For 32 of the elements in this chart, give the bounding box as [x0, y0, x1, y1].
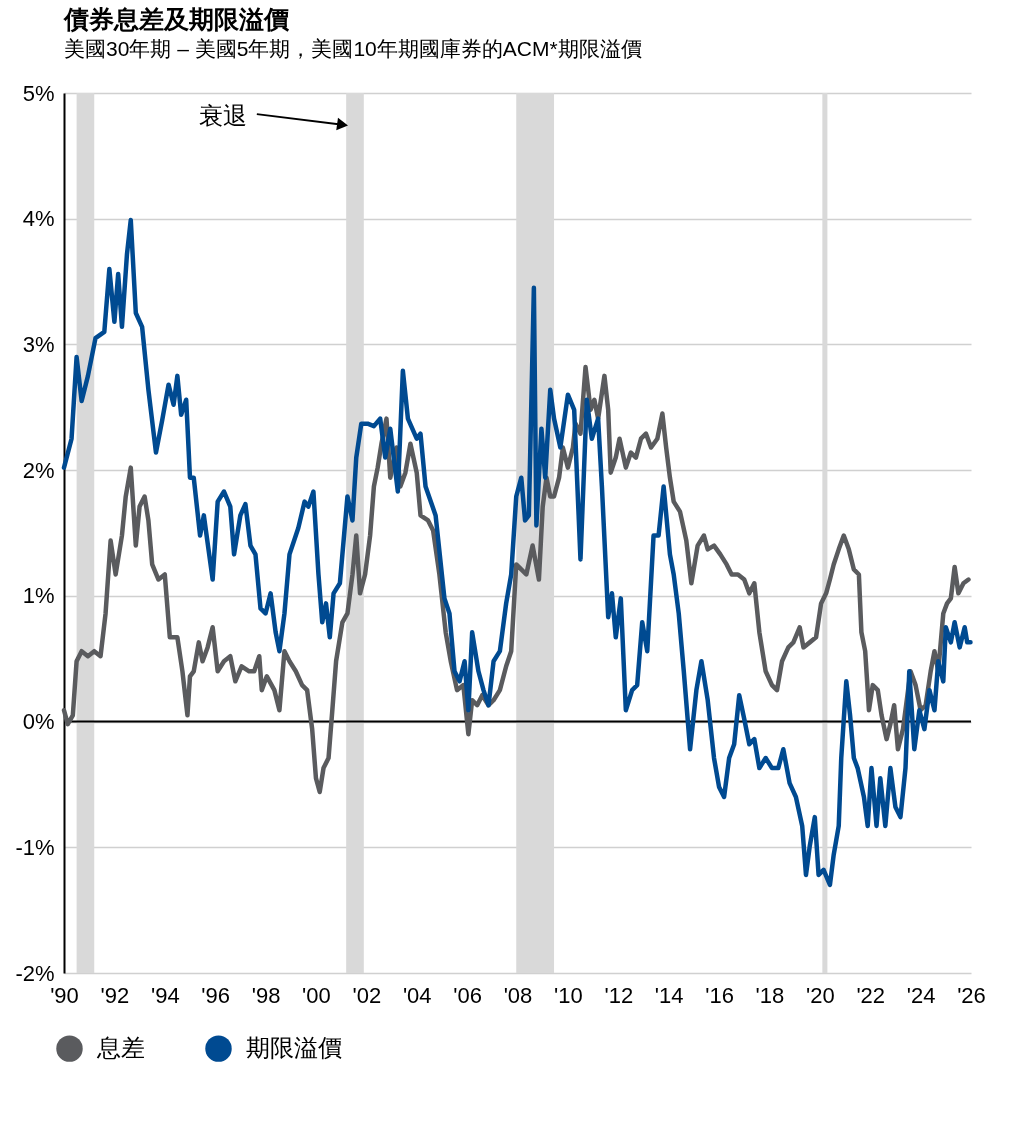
chart-title: 債券息差及期限溢價 [63, 5, 290, 33]
x-tick-label: '16 [705, 982, 734, 1008]
x-tick-label: '00 [302, 982, 331, 1008]
x-tick-label: '02 [352, 982, 382, 1008]
band-label: 衰退 [198, 101, 247, 129]
y-tick-label: 2% [22, 457, 55, 483]
y-tick-label: 0% [22, 709, 55, 735]
x-tick-label: '10 [554, 982, 583, 1008]
line-series [61, 364, 971, 795]
y-tick-label: 4% [22, 206, 55, 232]
chart-subtitle: 美國30年期 – 美國5年期，美國10年期國庫券的ACM*期限溢價 [64, 37, 642, 60]
legend-label: 期限溢價 [246, 1033, 342, 1061]
line-series [61, 217, 973, 888]
y-tick-label: 5% [22, 80, 55, 106]
x-tick-label: '04 [402, 982, 432, 1008]
x-tick-label: '18 [755, 982, 785, 1008]
x-tick-label: '92 [100, 982, 130, 1008]
x-tick-label: '12 [604, 982, 634, 1008]
x-tick-label: '08 [503, 982, 533, 1008]
x-tick-label: '98 [251, 982, 281, 1008]
x-tick-label: '26 [957, 982, 986, 1008]
x-tick-label: '06 [453, 982, 482, 1008]
y-tick-label: 3% [22, 331, 55, 357]
y-tick-label: 1% [22, 583, 55, 609]
x-tick-label: '22 [856, 982, 886, 1008]
y-tick-label: -1% [15, 834, 55, 860]
x-tick-label: '96 [201, 982, 230, 1008]
x-tick-label: '24 [906, 982, 936, 1008]
x-tick-label: '14 [654, 982, 684, 1008]
x-tick-label: '94 [150, 982, 180, 1008]
x-tick-label: '20 [806, 982, 835, 1008]
legend-label: 息差 [96, 1033, 145, 1061]
